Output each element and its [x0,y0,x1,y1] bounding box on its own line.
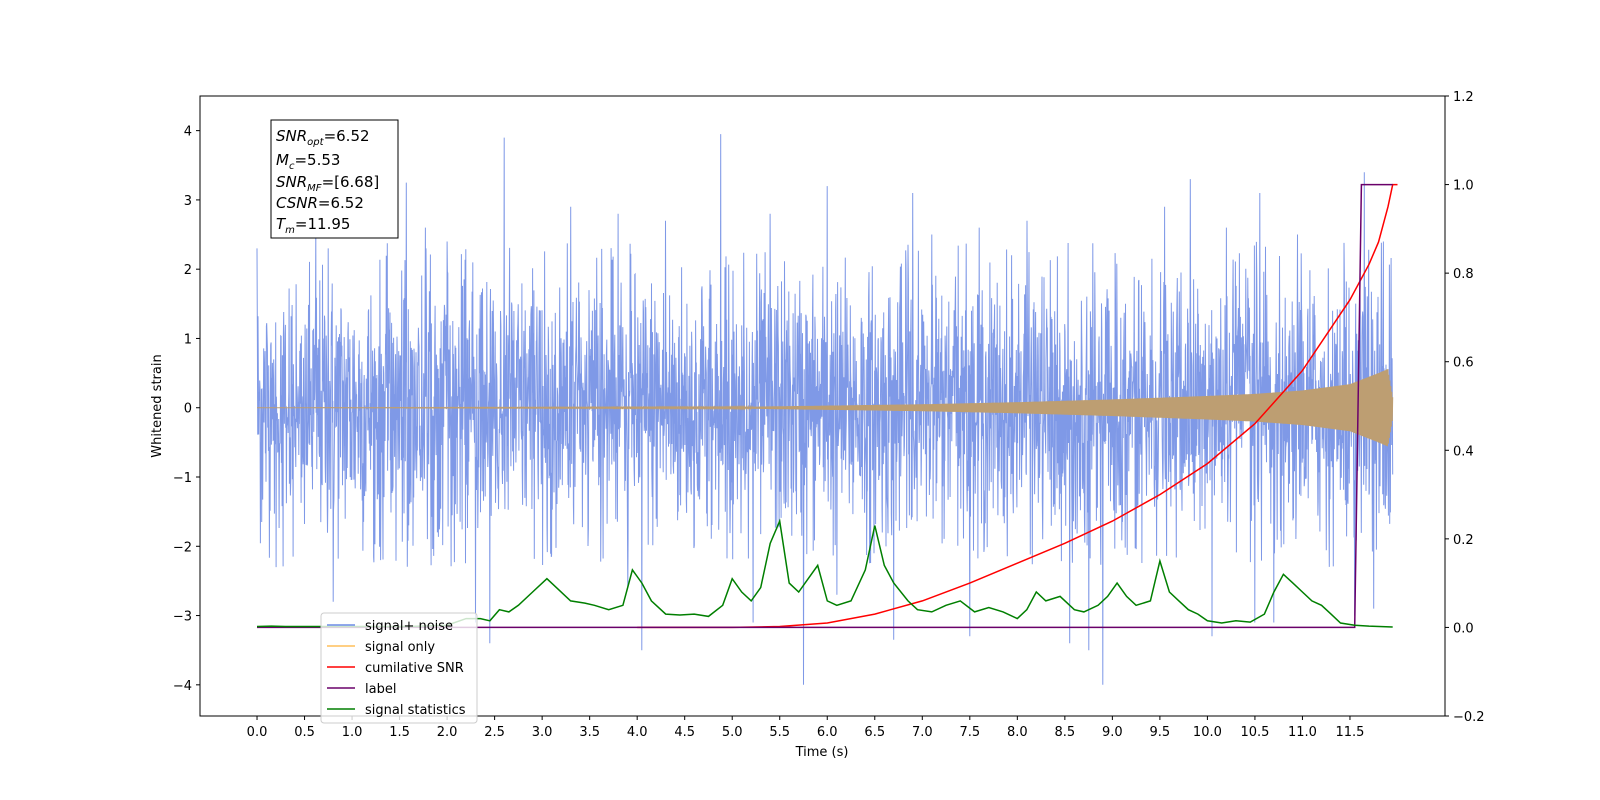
x-tick-label: 0.5 [294,725,315,740]
legend-label-signal-plus-noise: signal+ noise [365,619,453,634]
x-tick-label: 4.0 [627,725,648,740]
y2-tick-label: 1.2 [1453,90,1474,105]
annotation-snr-opt: SNRopt=6.52 [276,127,370,148]
x-tick-label: 8.5 [1055,725,1076,740]
series-layer [256,134,1398,685]
legend-label-signal-statistics: signal statistics [365,703,466,718]
x-tick-label: 4.5 [674,725,695,740]
y-tick-label: −3 [173,610,192,625]
x-tick-label: 11.5 [1335,725,1364,740]
y2-tick-label: 0.4 [1453,444,1474,459]
x-tick-label: 0.0 [247,725,268,740]
annotation-chirp-mass: Mc=5.53 [276,151,340,172]
x-tick-label: 2.0 [437,725,458,740]
plot-frame [199,95,1446,717]
legend-label-label: label [365,682,396,697]
y-tick-label: 3 [184,194,192,209]
annotation-csnr: CSNR=6.52 [276,194,364,212]
x-tick-label: 3.5 [579,725,600,740]
x-tick-label: 8.0 [1007,725,1028,740]
series-signal-only [257,369,1394,447]
y-tick-label: −4 [173,679,192,694]
y-tick-label: 0 [184,402,192,417]
x-tick-label: 3.0 [532,725,553,740]
series-cumulative-snr [637,183,1398,629]
legend-label-signal-only: signal only [365,640,435,655]
y-tick-label: 2 [184,263,192,278]
y2-tick-label: −0.2 [1453,710,1485,725]
series-signal-statistics [256,518,1393,628]
x-tick-label: 1.5 [389,725,410,740]
y-tick-label: 1 [184,332,192,347]
x-tick-label: 6.5 [864,725,885,740]
y-tick-label: −1 [173,471,192,486]
y2-tick-label: 0.6 [1453,356,1474,371]
x-tick-label: 5.0 [722,725,743,740]
y2-tick-label: 0.2 [1453,533,1474,548]
annotation-box: SNRopt=6.52 Mc=5.53 SNRMF=[6.68] CSNR=6.… [270,119,399,239]
y-axis-label: Whitened strain [150,354,165,457]
x-tick-label: 2.5 [484,725,505,740]
series-signal-plus-noise [256,134,1394,685]
legend-label-cumulative-snr: cumilative SNR [365,661,464,676]
y2-tick-label: 1.0 [1453,179,1474,194]
series-label [257,183,1393,629]
x-tick-label: 7.0 [912,725,933,740]
annotation-snr-mf: SNRMF=[6.68] [276,173,379,194]
x-tick-label: 5.5 [769,725,790,740]
y-axis-right: −0.2 0.0 0.2 0.4 0.6 0.8 1.0 1.2 [1445,90,1485,725]
x-tick-label: 1.0 [342,725,363,740]
y-tick-label: −2 [173,540,192,555]
x-tick-label: 10.5 [1240,725,1269,740]
y-tick-label: 4 [184,125,192,140]
x-tick-label: 11.0 [1288,725,1317,740]
x-axis-label: Time (s) [795,745,849,760]
y2-tick-label: 0.8 [1453,267,1474,282]
x-tick-label: 10.0 [1193,725,1222,740]
y-axis-left: −4 −3 −2 −1 0 1 2 3 4 [173,125,200,694]
legend: signal+ noise signal only cumilative SNR… [320,612,478,724]
x-tick-label: 9.5 [1150,725,1171,740]
x-axis: 0.0 0.5 1.0 1.5 2.0 2.5 3.0 3.5 4.0 4.5 5.0 5.5 6.0 6… [247,716,1364,740]
y2-tick-label: 0.0 [1453,621,1474,636]
annotation-tm: Tm=11.95 [276,215,350,236]
x-tick-label: 6.0 [817,725,838,740]
x-tick-label: 7.5 [959,725,980,740]
x-tick-label: 9.0 [1102,725,1123,740]
